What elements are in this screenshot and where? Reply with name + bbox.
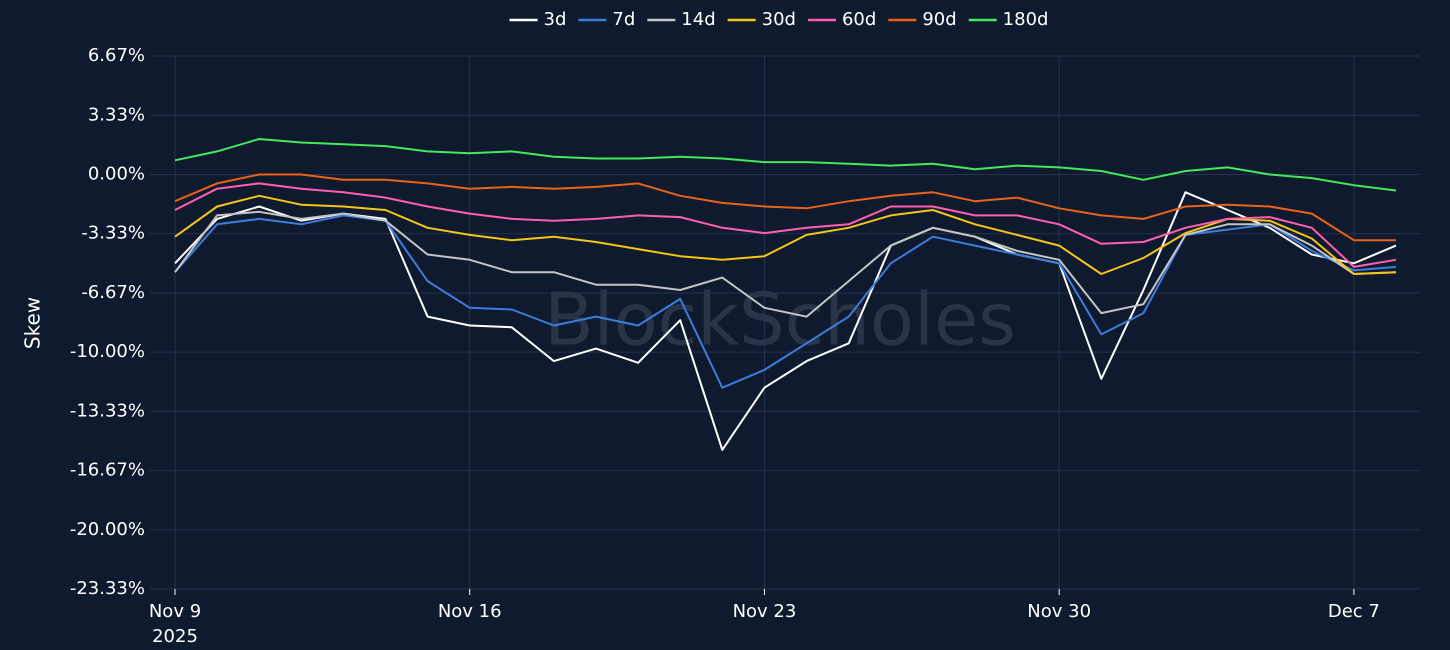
y-tick-label: -6.67% (81, 282, 145, 303)
legend-label: 180d (1003, 9, 1049, 30)
y-tick-label: -23.33% (70, 578, 145, 599)
series-line (174, 173, 1396, 242)
y-tick-label: 3.33% (88, 104, 145, 125)
series-line (174, 194, 1397, 275)
y-tick-label: -3.33% (81, 223, 145, 244)
series-line (174, 210, 1397, 318)
legend-label: 90d (922, 9, 956, 30)
y-tick-label: -10.00% (70, 341, 145, 362)
series-line (174, 191, 1397, 451)
series-line (174, 182, 1397, 268)
x-tick-label: Nov 23 (733, 601, 797, 622)
y-tick-label: 0.00% (88, 164, 145, 185)
legend-label: 60d (842, 9, 876, 30)
legend-label: 7d (612, 9, 635, 30)
y-tick-label: -13.33% (70, 400, 145, 421)
x-tick-label: Nov 16 (438, 601, 502, 622)
y-tick-label: -16.67% (70, 460, 145, 481)
x-tick-label: Dec 7 (1328, 601, 1380, 622)
legend-label: 14d (681, 9, 715, 30)
x-tick-label: Nov 9 (149, 601, 201, 622)
x-year-label: 2025 (152, 626, 198, 647)
y-tick-label: -20.00% (70, 519, 145, 540)
y-tick-label: 6.67% (88, 45, 145, 66)
x-tick-label: Nov 30 (1027, 601, 1091, 622)
y-axis-label: Skew (21, 297, 45, 349)
series-line (174, 138, 1397, 192)
watermark: BlockScholes (544, 278, 1016, 362)
legend-label: 30d (762, 9, 796, 30)
legend-label: 3d (544, 9, 567, 30)
